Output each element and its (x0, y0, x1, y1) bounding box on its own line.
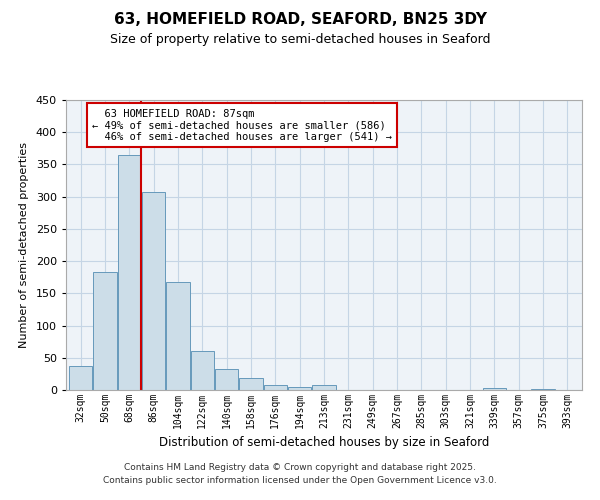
Text: Contains HM Land Registry data © Crown copyright and database right 2025.: Contains HM Land Registry data © Crown c… (124, 462, 476, 471)
Bar (94, 272, 116, 390)
Bar (69, 366, 92, 390)
Bar (239, 378, 263, 390)
X-axis label: Distribution of semi-detached houses by size in Seaford: Distribution of semi-detached houses by … (159, 436, 489, 450)
Bar (313, 385, 335, 390)
Text: Size of property relative to semi-detached houses in Seaford: Size of property relative to semi-detach… (110, 32, 490, 46)
Y-axis label: Number of semi-detached properties: Number of semi-detached properties (19, 142, 29, 348)
Bar (191, 352, 214, 390)
Bar (288, 387, 311, 390)
Bar (264, 385, 287, 390)
Bar (483, 388, 506, 390)
Bar (532, 388, 554, 390)
Bar (142, 192, 165, 390)
Bar (166, 282, 190, 390)
Text: 63, HOMEFIELD ROAD, SEAFORD, BN25 3DY: 63, HOMEFIELD ROAD, SEAFORD, BN25 3DY (113, 12, 487, 28)
Text: 63 HOMEFIELD ROAD: 87sqm
← 49% of semi-detached houses are smaller (586)
  46% o: 63 HOMEFIELD ROAD: 87sqm ← 49% of semi-d… (92, 108, 392, 142)
Bar (118, 155, 141, 390)
Text: Contains public sector information licensed under the Open Government Licence v3: Contains public sector information licen… (103, 476, 497, 485)
Bar (215, 368, 238, 390)
